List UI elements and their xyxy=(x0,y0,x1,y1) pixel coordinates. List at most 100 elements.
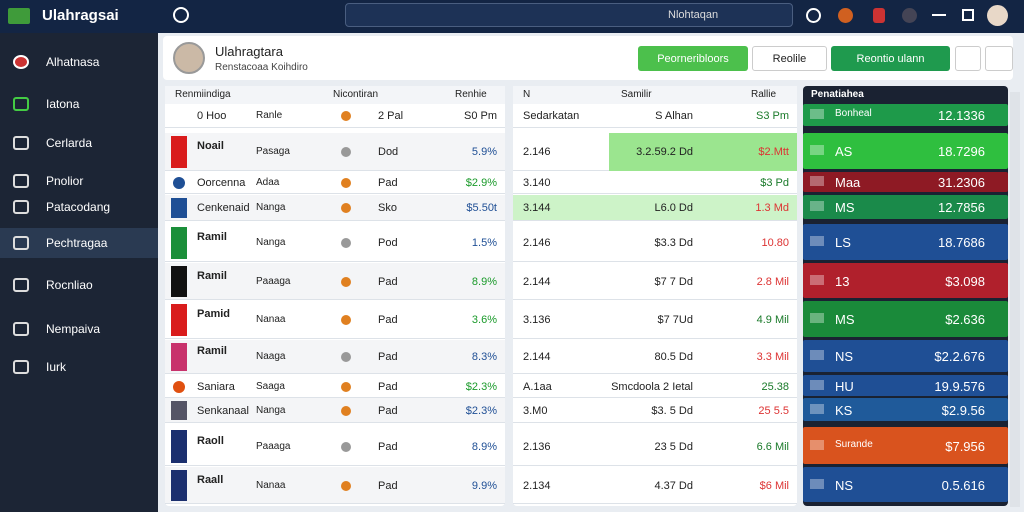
cell-text: Pamid xyxy=(197,308,231,320)
table-row[interactable]: Ramil Naaga Pad 8.3% xyxy=(165,340,505,374)
top-bar: Ulahragsai Nlohtaqan xyxy=(0,0,1024,33)
icon-button[interactable] xyxy=(985,46,1013,71)
icon xyxy=(341,238,351,248)
table-row[interactable]: NS 0.5.616 xyxy=(803,467,1008,502)
table-row[interactable]: 2.136 23 5 Dd 6.6 Mil xyxy=(513,427,797,466)
icon-button[interactable] xyxy=(955,46,981,71)
cell-text: Saaga xyxy=(256,380,285,392)
search-box[interactable]: Nlohtaqan xyxy=(345,3,793,27)
cell-text: 0 Hoo xyxy=(197,110,227,122)
icon xyxy=(341,405,351,416)
table-row[interactable]: 13 $3.098 xyxy=(803,263,1008,298)
cell-text: Pad xyxy=(378,275,398,288)
cell-text: Renhie xyxy=(455,89,487,100)
cell-text: $2.Mtt xyxy=(758,146,789,158)
cell-text: 8.9% xyxy=(471,440,497,453)
cell-text: $2.3% xyxy=(465,380,497,393)
table-row[interactable]: Cenkenaid Nanga Sko $5.50t xyxy=(165,195,505,221)
icon[interactable] xyxy=(838,8,853,23)
table-row[interactable]: Saniara Saaga Pad $2.3% xyxy=(165,375,505,398)
table-row[interactable]: Pamid Nanaa Pad 3.6% xyxy=(165,301,505,339)
icon[interactable] xyxy=(873,8,885,23)
icon[interactable] xyxy=(902,8,917,23)
table-row[interactable]: Ramil Nanga Pod 1.5% xyxy=(165,224,505,262)
table-row[interactable]: 3.140 $3 Pd xyxy=(513,172,797,194)
cell-text: $2.9% xyxy=(465,177,497,189)
table-row[interactable]: Raoll Paaaga Pad 8.9% xyxy=(165,427,505,466)
table-row[interactable]: MS $2.636 xyxy=(803,301,1008,337)
table-row[interactable]: Raall Nanaa Pad 9.9% xyxy=(165,467,505,504)
table-row[interactable]: 3.M0 $3. 5 Dd 25 5.5 xyxy=(513,398,797,423)
cell-text: Sedarkatan xyxy=(523,110,580,122)
sidebar-item[interactable]: Patacodang xyxy=(0,192,158,222)
cell-text: Penatiahea xyxy=(811,89,864,100)
table-row[interactable]: Oorcenna Adaa Pad $2.9% xyxy=(165,172,505,194)
icon xyxy=(13,136,29,150)
cell-text: Paaaga xyxy=(256,275,291,287)
table-row[interactable]: Sedarkatan S Alhan S3 Pm xyxy=(513,104,797,128)
table-row[interactable]: LS 18.7686 xyxy=(803,224,1008,260)
cell-text: Nanga xyxy=(256,237,286,248)
cell-text: S0 Pm xyxy=(463,110,497,122)
icon[interactable] xyxy=(932,14,946,16)
table-row[interactable]: 2.146 $3.3 Dd 10.80 xyxy=(513,224,797,262)
table-row[interactable]: 2.144 80.5 Dd 3.3 Mil xyxy=(513,340,797,374)
cell-text: LS xyxy=(835,235,851,250)
table-row[interactable]: Surande $7.956 xyxy=(803,427,1008,464)
cell-text: 2.134 xyxy=(523,479,551,492)
button[interactable]: Reolile xyxy=(752,46,827,71)
table-row[interactable]: NS $2.2.676 xyxy=(803,340,1008,372)
cell-text: Noail xyxy=(197,140,224,152)
table-row[interactable]: 2.146 3.2.59.2 Dd $2.Mtt xyxy=(513,133,797,171)
cell-text: Pad xyxy=(378,440,398,453)
button[interactable]: Reontio ulann xyxy=(831,46,950,71)
table-panel: Penatiahea Bonheal 12.1336 AS 18.7296 Maa 31.2… xyxy=(803,86,1008,506)
cell-text: 2.144 xyxy=(523,351,551,363)
button[interactable]: Peorneribloors xyxy=(638,46,748,71)
scrollbar[interactable] xyxy=(1010,92,1020,507)
table-row[interactable]: Ramil Paaaga Pad 8.9% xyxy=(165,263,505,300)
table-header: N Samilir Rallie xyxy=(513,86,797,104)
cell-text: Ramil xyxy=(197,231,227,243)
icon xyxy=(13,322,29,336)
table-row[interactable]: 0 Hoo Ranle 2 Pal S0 Pm xyxy=(165,104,505,128)
table-row[interactable]: Noail Pasaga Dod 5.9% xyxy=(165,133,505,171)
cell-text: Raall xyxy=(197,473,224,486)
table-row[interactable]: HU 19.9.576 xyxy=(803,375,1008,396)
cell-text: Maa xyxy=(835,175,861,190)
cell-text: Nicontiran xyxy=(333,89,379,100)
sidebar-item[interactable]: Alhatnasa xyxy=(0,47,158,77)
table-row[interactable]: 3.136 $7 7Ud 4.9 Mil xyxy=(513,301,797,339)
sidebar-item[interactable]: Pechtragaa xyxy=(0,228,158,258)
table-row[interactable]: 2.144 $7 7 Dd 2.8 Mil xyxy=(513,263,797,300)
table-row[interactable]: Maa 31.2306 xyxy=(803,172,1008,192)
cell-text: Senkanaal xyxy=(197,404,249,417)
cell-text: Pasaga xyxy=(256,146,290,157)
color-chip xyxy=(171,343,187,371)
avatar[interactable] xyxy=(987,5,1008,26)
table-row[interactable]: AS 18.7296 xyxy=(803,133,1008,169)
icon[interactable] xyxy=(962,9,974,21)
table-row[interactable]: MS 12.7856 xyxy=(803,195,1008,219)
table-row[interactable]: 3.144 L6.0 Dd 1.3 Md xyxy=(513,195,797,221)
table-panel: N Samilir Rallie Sedarkatan S Alhan S3 Pm 2.14… xyxy=(513,86,797,506)
table-row[interactable]: A.1aa Smcdoola 2 Ietal 25.38 xyxy=(513,375,797,398)
sidebar-item[interactable]: Iurk xyxy=(0,352,158,382)
table-row[interactable]: Bonheal 12.1336 xyxy=(803,104,1008,126)
sidebar-item[interactable]: Pnolior xyxy=(0,166,158,196)
table-row[interactable]: 2.134 4.37 Dd $6 Mil xyxy=(513,467,797,504)
cell-text: Sko xyxy=(378,202,397,214)
sidebar-item[interactable]: Nempaiva xyxy=(0,314,158,344)
icon[interactable] xyxy=(173,7,189,23)
icon xyxy=(810,109,824,119)
sidebar-item[interactable]: Iatona xyxy=(0,89,158,119)
cell-text: 4.37 Dd xyxy=(654,479,693,492)
cell-text: 0.5.616 xyxy=(941,477,985,493)
table-row[interactable]: Senkanaal Nanga Pad $2.3% xyxy=(165,398,505,423)
sidebar-item[interactable]: Cerlarda xyxy=(0,128,158,158)
cell-text: Pad xyxy=(378,380,398,393)
icon[interactable] xyxy=(806,8,821,23)
cell-text: Dod xyxy=(378,146,399,158)
table-row[interactable]: KS $2.9.56 xyxy=(803,398,1008,421)
sidebar-item[interactable]: Rocnliao xyxy=(0,270,158,300)
